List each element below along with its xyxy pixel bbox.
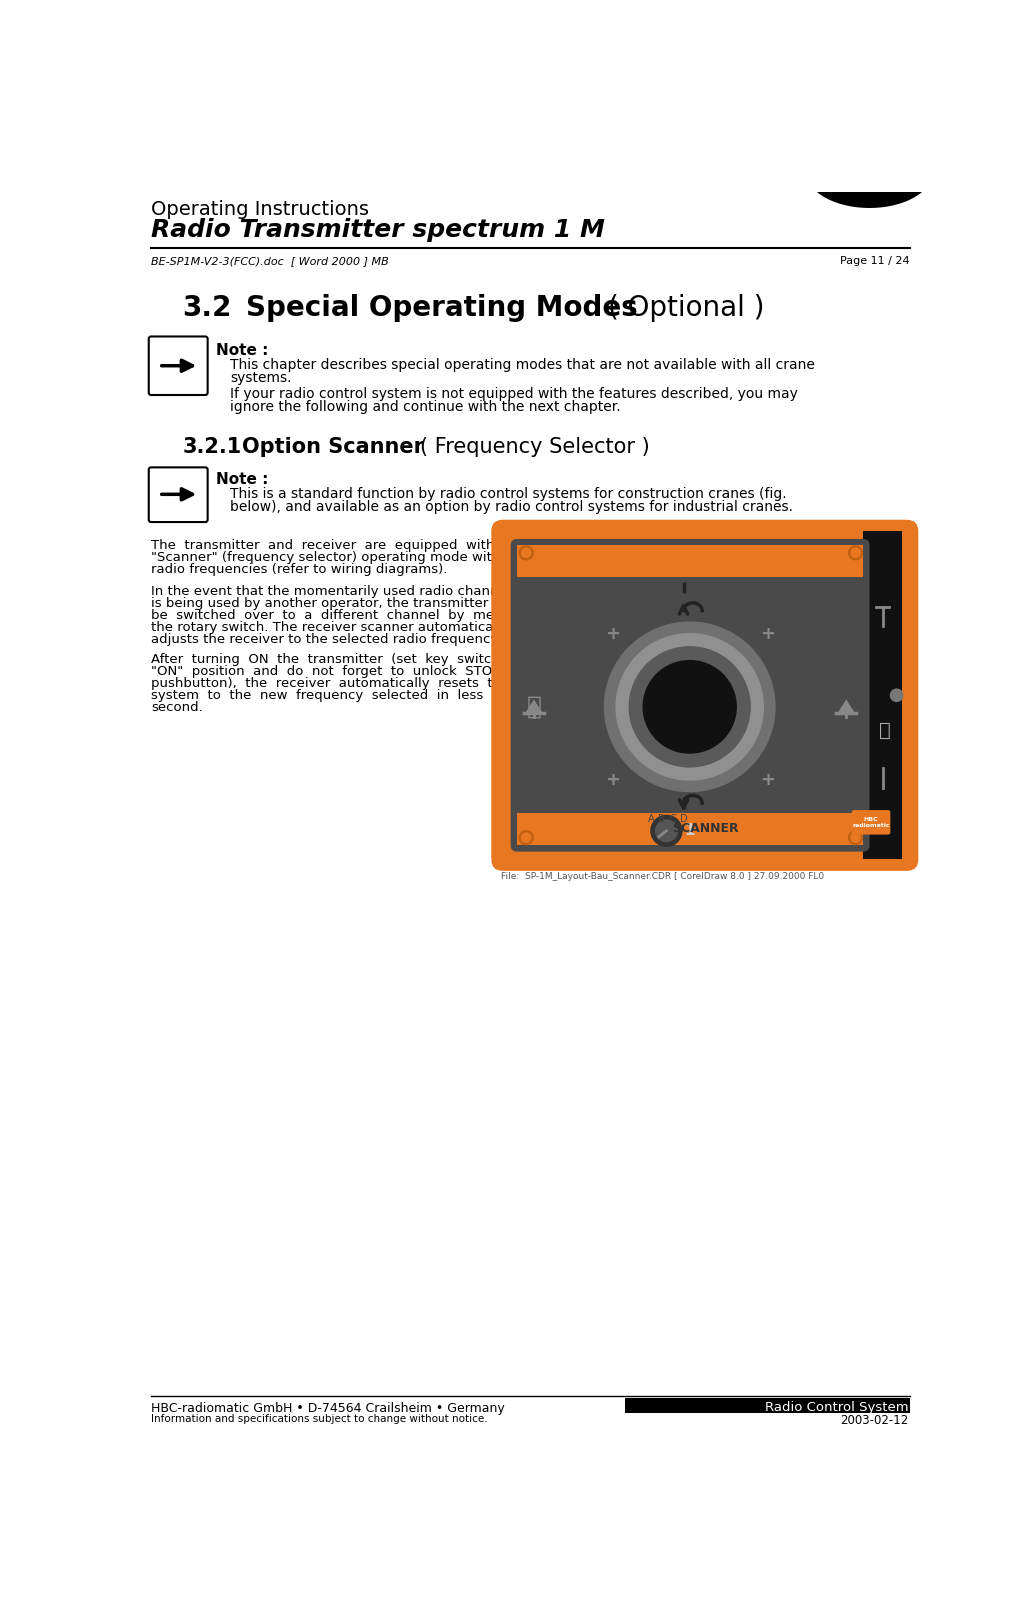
Text: ( Frequency Selector ): ( Frequency Selector ) (420, 438, 650, 457)
Circle shape (616, 634, 764, 780)
Text: system  to  the  new  frequency  selected  in  less  than  a: system to the new frequency selected in … (151, 688, 539, 701)
Text: "ON"  position  and  do  not  forget  to  unlock  STOP: "ON" position and do not forget to unloc… (151, 666, 500, 678)
Text: Page 11 / 24: Page 11 / 24 (840, 255, 910, 266)
Text: This chapter describes special operating modes that are not available with all c: This chapter describes special operating… (230, 358, 815, 372)
Text: B: B (658, 815, 666, 824)
Text: HBC-radiomatic GmbH • D-74564 Crailsheim • Germany: HBC-radiomatic GmbH • D-74564 Crailsheim… (151, 1402, 505, 1415)
Text: is being used by another operator, the transmitter can: is being used by another operator, the t… (151, 597, 516, 610)
FancyBboxPatch shape (840, 154, 898, 184)
Text: 3.2.1: 3.2.1 (182, 438, 241, 457)
Text: +: + (760, 624, 775, 643)
Circle shape (643, 661, 736, 752)
Bar (865, 529, 909, 861)
Text: +: + (604, 772, 620, 789)
Circle shape (890, 690, 903, 701)
Polygon shape (525, 699, 542, 714)
Text: +: + (760, 772, 775, 789)
FancyBboxPatch shape (510, 539, 869, 852)
Text: 3.2: 3.2 (182, 294, 232, 322)
Circle shape (851, 549, 860, 558)
Bar (501, 529, 909, 861)
Polygon shape (837, 699, 855, 714)
Text: HBC
radiomatic: HBC radiomatic (852, 816, 890, 828)
Text: Radio Control System: Radio Control System (765, 1402, 909, 1415)
Text: ⛵: ⛵ (527, 695, 541, 719)
Text: D: D (680, 815, 687, 824)
Text: This is a standard function by radio control systems for construction cranes (fi: This is a standard function by radio con… (230, 488, 787, 502)
Text: ( Optional ): ( Optional ) (608, 294, 764, 322)
FancyBboxPatch shape (509, 537, 868, 853)
Text: second.: second. (151, 701, 203, 714)
Circle shape (651, 815, 682, 847)
Bar (903, 531, 907, 860)
Text: "Scanner" (frequency selector) operating mode with 4: "Scanner" (frequency selector) operating… (151, 550, 513, 565)
Text: Special Operating Modes: Special Operating Modes (245, 294, 638, 322)
Text: The  transmitter  and  receiver  are  equipped  with  a: The transmitter and receiver are equippe… (151, 539, 511, 552)
Text: Note :: Note : (216, 472, 268, 488)
Text: File:  SP-1M_Layout-Bau_Scanner.CDR [ CorelDraw 8.0 ] 27.09.2000 FL0: File: SP-1M_Layout-Bau_Scanner.CDR [ Cor… (501, 871, 825, 881)
Text: Radio Transmitter spectrum 1 M: Radio Transmitter spectrum 1 M (151, 218, 604, 242)
Circle shape (629, 646, 750, 767)
Text: 1: 1 (684, 823, 694, 839)
Text: systems.: systems. (230, 371, 292, 385)
Bar (863, 531, 907, 860)
Text: SCANNER: SCANNER (672, 821, 739, 836)
FancyBboxPatch shape (149, 467, 208, 521)
Text: be  switched  over  to  a  different  channel  by  means  of: be switched over to a different channel … (151, 610, 539, 622)
Text: After  turning  ON  the  transmitter  (set  key  switch  to: After turning ON the transmitter (set ke… (151, 653, 522, 666)
Text: 2003-02-12: 2003-02-12 (840, 1415, 909, 1428)
Text: Note :: Note : (216, 343, 268, 358)
Text: Option Scanner: Option Scanner (242, 438, 423, 457)
Text: +: + (604, 624, 620, 643)
Text: below), and available as an option by radio control systems for industrial crane: below), and available as an option by ra… (230, 500, 793, 515)
Circle shape (604, 622, 775, 791)
Text: A: A (648, 815, 654, 824)
Circle shape (520, 545, 533, 560)
Polygon shape (840, 154, 899, 186)
Text: pushbutton),  the  receiver  automatically  resets  the: pushbutton), the receiver automatically … (151, 677, 509, 690)
Text: radiomatic: radiomatic (840, 172, 899, 181)
Circle shape (851, 832, 860, 842)
Circle shape (655, 820, 677, 842)
Circle shape (849, 831, 862, 845)
Text: HBC: HBC (850, 157, 889, 175)
Text: Operating Instructions: Operating Instructions (151, 200, 369, 220)
FancyBboxPatch shape (492, 521, 918, 869)
Text: radio frequencies (refer to wiring diagrams).: radio frequencies (refer to wiring diagr… (151, 563, 447, 576)
Text: the rotary switch. The receiver scanner automatically: the rotary switch. The receiver scanner … (151, 621, 509, 634)
Circle shape (849, 545, 862, 560)
Bar (516, 813, 863, 845)
Bar (516, 545, 863, 577)
Circle shape (522, 549, 531, 558)
Circle shape (520, 831, 533, 845)
FancyBboxPatch shape (149, 337, 208, 395)
Text: ignore the following and continue with the next chapter.: ignore the following and continue with t… (230, 399, 621, 414)
Text: Information and specifications subject to change without notice.: Information and specifications subject t… (151, 1413, 487, 1424)
Circle shape (522, 832, 531, 842)
Text: In the event that the momentarily used radio channel: In the event that the momentarily used r… (151, 585, 510, 598)
FancyBboxPatch shape (853, 810, 890, 834)
Bar (625, 1397, 910, 1413)
Text: BE-SP1M-V2-3(FCC).doc  [ Word 2000 ] MB: BE-SP1M-V2-3(FCC).doc [ Word 2000 ] MB (151, 255, 389, 266)
FancyBboxPatch shape (492, 520, 918, 871)
Text: If your radio control system is not equipped with the features described, you ma: If your radio control system is not equi… (230, 387, 798, 401)
Text: C: C (670, 815, 676, 824)
Text: adjusts the receiver to the selected radio frequency.: adjusts the receiver to the selected rad… (151, 634, 501, 646)
Text: Ⓘ: Ⓘ (879, 720, 891, 739)
